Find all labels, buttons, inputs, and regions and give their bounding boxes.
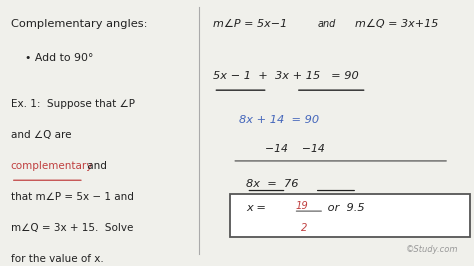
Text: and: and: [317, 19, 336, 30]
Text: 2: 2: [301, 223, 307, 233]
Text: ©Study.com: ©Study.com: [406, 244, 458, 253]
Text: Ex. 1:  Suppose that ∠P: Ex. 1: Suppose that ∠P: [11, 99, 135, 109]
Text: for the value of x.: for the value of x.: [11, 253, 103, 264]
Text: x =: x =: [246, 203, 270, 213]
FancyBboxPatch shape: [230, 194, 470, 237]
Text: 8x + 14  = 90: 8x + 14 = 90: [239, 115, 319, 124]
Text: 5x − 1  +  3x + 15   = 90: 5x − 1 + 3x + 15 = 90: [213, 71, 359, 81]
Text: complementary: complementary: [11, 161, 93, 171]
Text: m∠P = 5x−1: m∠P = 5x−1: [213, 19, 288, 30]
Text: or  9.5: or 9.5: [324, 203, 365, 213]
Text: 19: 19: [296, 201, 309, 211]
Text: m∠Q = 3x+15: m∠Q = 3x+15: [355, 19, 438, 30]
Text: and ∠Q are: and ∠Q are: [11, 130, 71, 140]
Text: • Add to 90°: • Add to 90°: [25, 53, 93, 63]
Text: m∠Q = 3x + 15.  Solve: m∠Q = 3x + 15. Solve: [11, 223, 133, 233]
Text: Complementary angles:: Complementary angles:: [11, 19, 147, 30]
Text: −14    −14: −14 −14: [265, 144, 325, 154]
Text: and: and: [84, 161, 107, 171]
Text: 8x  =  76: 8x = 76: [246, 179, 299, 189]
Text: 8          8: 8 8: [246, 203, 295, 213]
Text: that m∠P = 5x − 1 and: that m∠P = 5x − 1 and: [11, 192, 134, 202]
